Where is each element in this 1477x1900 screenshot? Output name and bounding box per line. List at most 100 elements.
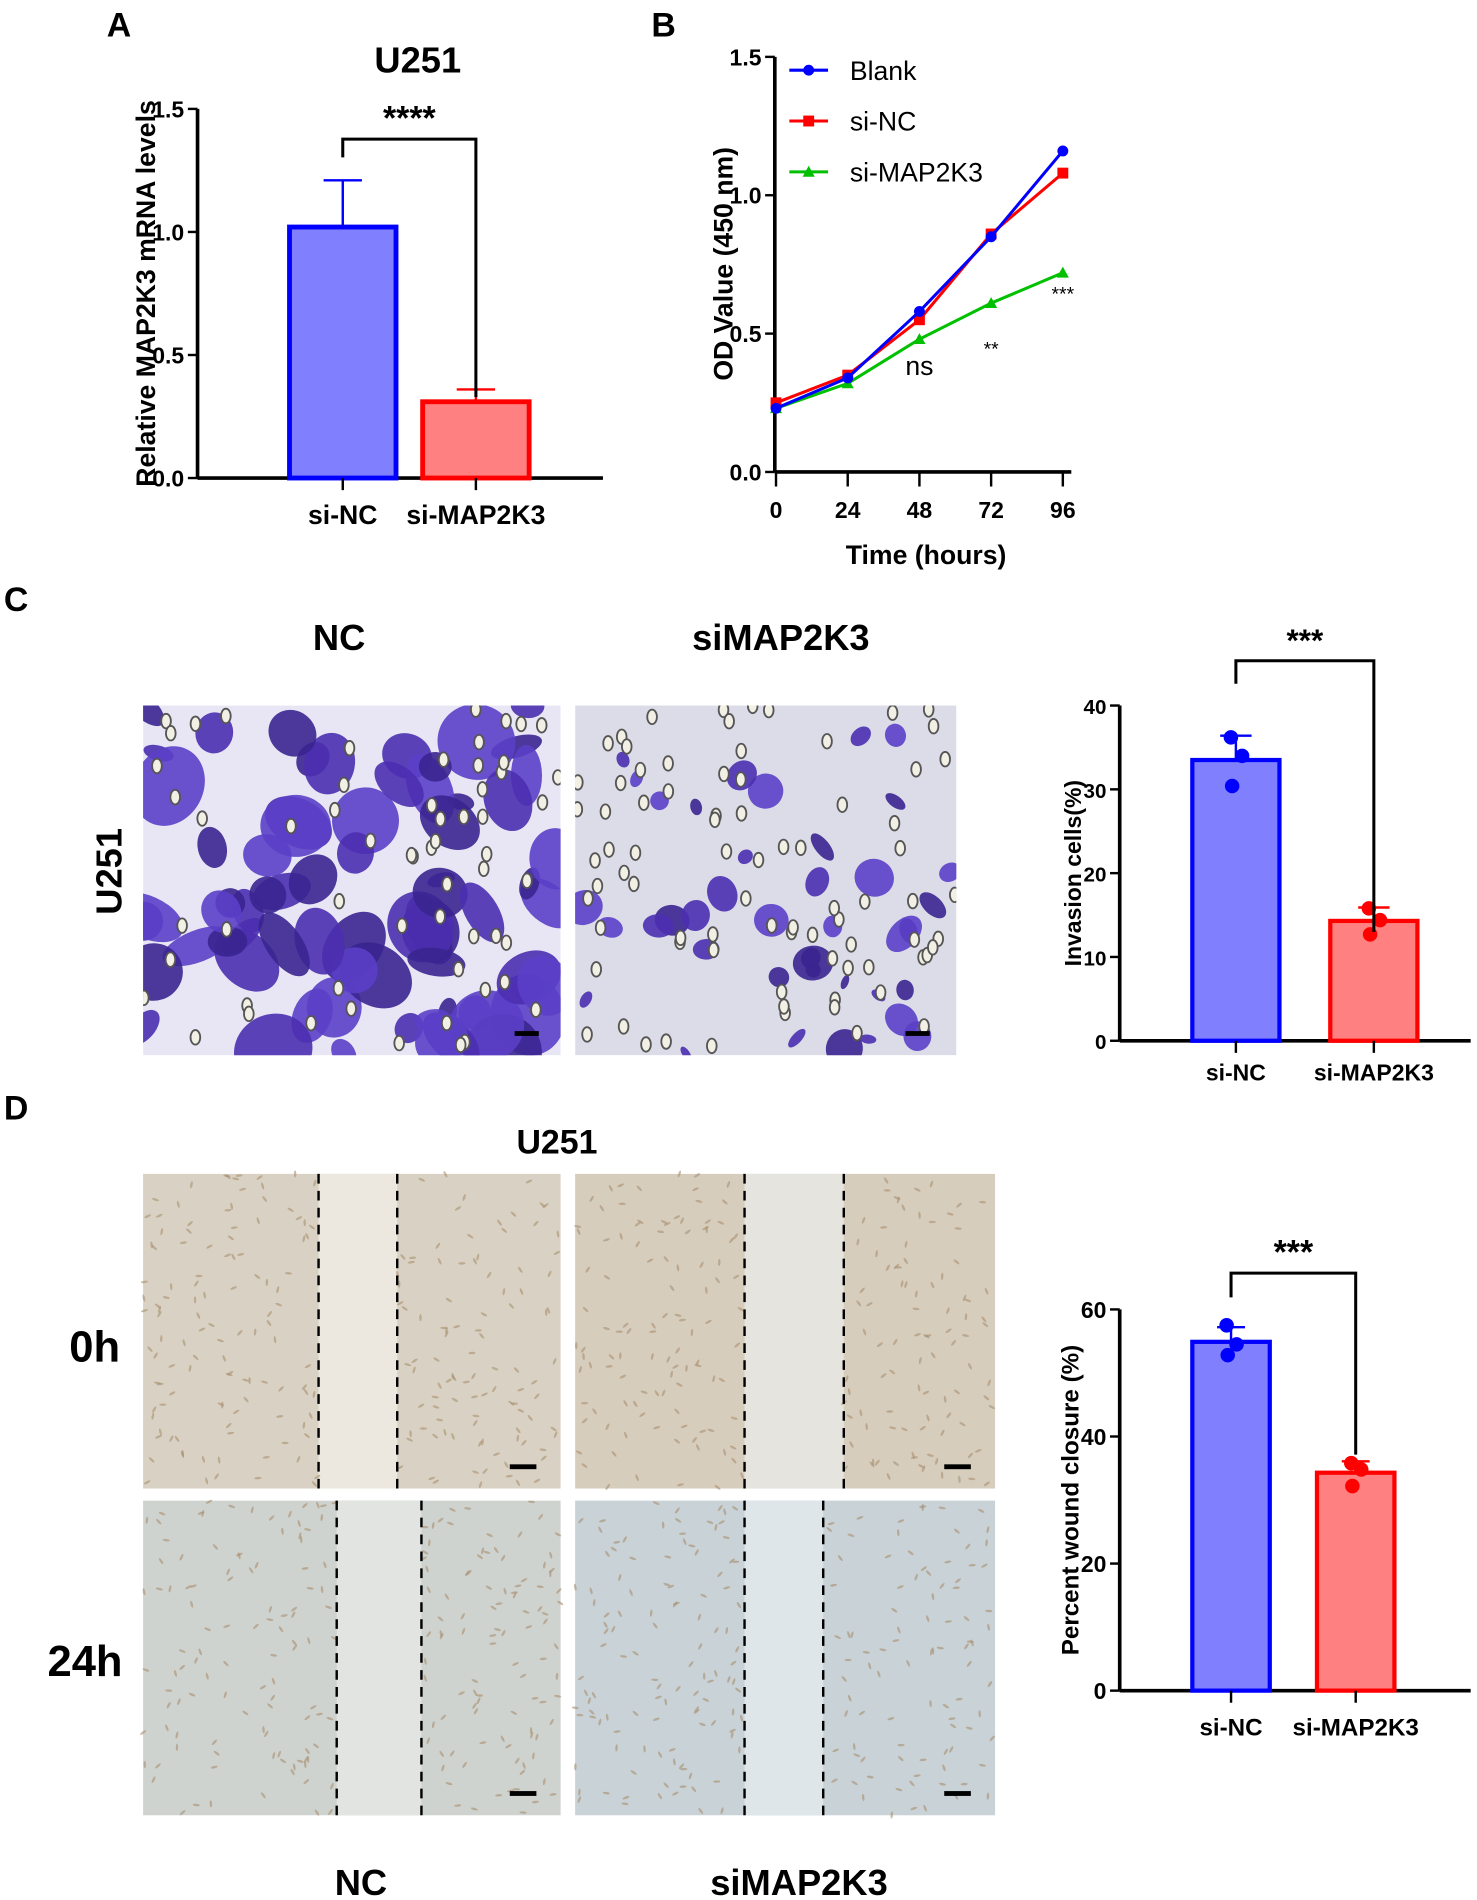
cell [445,1378,452,1383]
cell [978,1710,981,1718]
membrane-pore [723,713,735,730]
cell [453,1325,461,1329]
cell [731,1506,739,1511]
cell [920,1566,927,1572]
significance-bracket [1229,1271,1358,1455]
stained-cell [249,876,287,914]
cell [930,1281,935,1289]
cell [661,1521,665,1529]
cell [603,1238,611,1242]
cell [443,1428,447,1436]
cell [474,1329,482,1332]
cell [312,1743,319,1749]
cell [431,1521,435,1530]
cell [853,1753,861,1757]
cell [546,1306,551,1314]
cell [639,1412,646,1417]
cell [608,1354,615,1360]
cell [520,1578,528,1583]
cell [461,1627,466,1635]
cell [722,1536,730,1539]
cell [948,1717,956,1721]
cell [472,1420,478,1427]
cell [663,1256,669,1262]
stained-cell [268,709,317,757]
membrane-pore [189,1029,202,1046]
cell [432,1479,440,1484]
stained-cell [919,892,947,919]
cell [914,1573,918,1581]
marker-circle [913,306,925,317]
membrane-pore [752,851,765,869]
data-point [1219,1318,1234,1333]
cell [668,1748,676,1752]
cell [635,1474,639,1482]
membrane-pore [143,989,150,1007]
cell [847,1533,855,1537]
cell [454,1206,462,1211]
x-tick-label: 0 [770,497,783,523]
cell [262,1726,265,1734]
cell [723,1586,731,1590]
cell [907,1550,914,1556]
membrane-pore [429,833,442,850]
membrane-pore [638,794,650,811]
cell [192,1354,199,1361]
cell [531,1380,538,1385]
cell [603,1628,609,1635]
membrane-pore [452,961,465,978]
cell [910,1456,918,1459]
cell [984,1287,989,1295]
cell [974,1449,982,1453]
cell [896,1585,904,1589]
cell [585,1266,590,1273]
cell [664,1698,668,1706]
bar-si-MAP2K3 [420,399,532,481]
cell [262,1195,268,1202]
membrane-pore [674,929,687,947]
cell [675,1685,681,1692]
cell [883,1189,891,1192]
cell [205,1499,213,1504]
legend-label: si-NC [850,107,917,137]
cell [699,1429,707,1433]
membrane-pore [777,838,790,856]
cell [295,1216,303,1221]
cell [705,1286,708,1294]
cell [291,1611,296,1618]
cell [636,1185,642,1192]
cell [169,1435,174,1442]
cell [302,1502,308,1509]
cell [605,1550,610,1558]
cell [729,1237,735,1244]
cell [431,1395,439,1399]
cell [705,1319,712,1324]
cell [211,1739,218,1746]
y-tick-label: 0 [1095,1031,1106,1054]
cell [400,1254,406,1260]
cell [396,1301,404,1306]
cell [489,1634,497,1637]
series-si-MAP2K3 [769,266,1069,414]
bar-si-MAP2K3 [1328,918,1420,1043]
cell [525,1179,533,1184]
cell [443,1171,448,1178]
cell [330,1782,334,1790]
stained-cell [331,947,378,994]
cell [292,1763,296,1771]
cell [617,1183,625,1188]
membrane-pore [582,890,594,907]
cell [555,1672,559,1680]
cell [217,1456,221,1464]
data-point [1372,912,1388,928]
cell [720,1807,724,1815]
cell [943,1748,948,1756]
scale-bar [509,1791,537,1796]
cell [549,1793,557,1796]
cell [622,1536,627,1543]
cell [674,1438,681,1444]
membrane-pore [196,810,208,827]
stained-cell [374,761,424,807]
cell [527,1500,536,1504]
cell [310,1705,317,1710]
